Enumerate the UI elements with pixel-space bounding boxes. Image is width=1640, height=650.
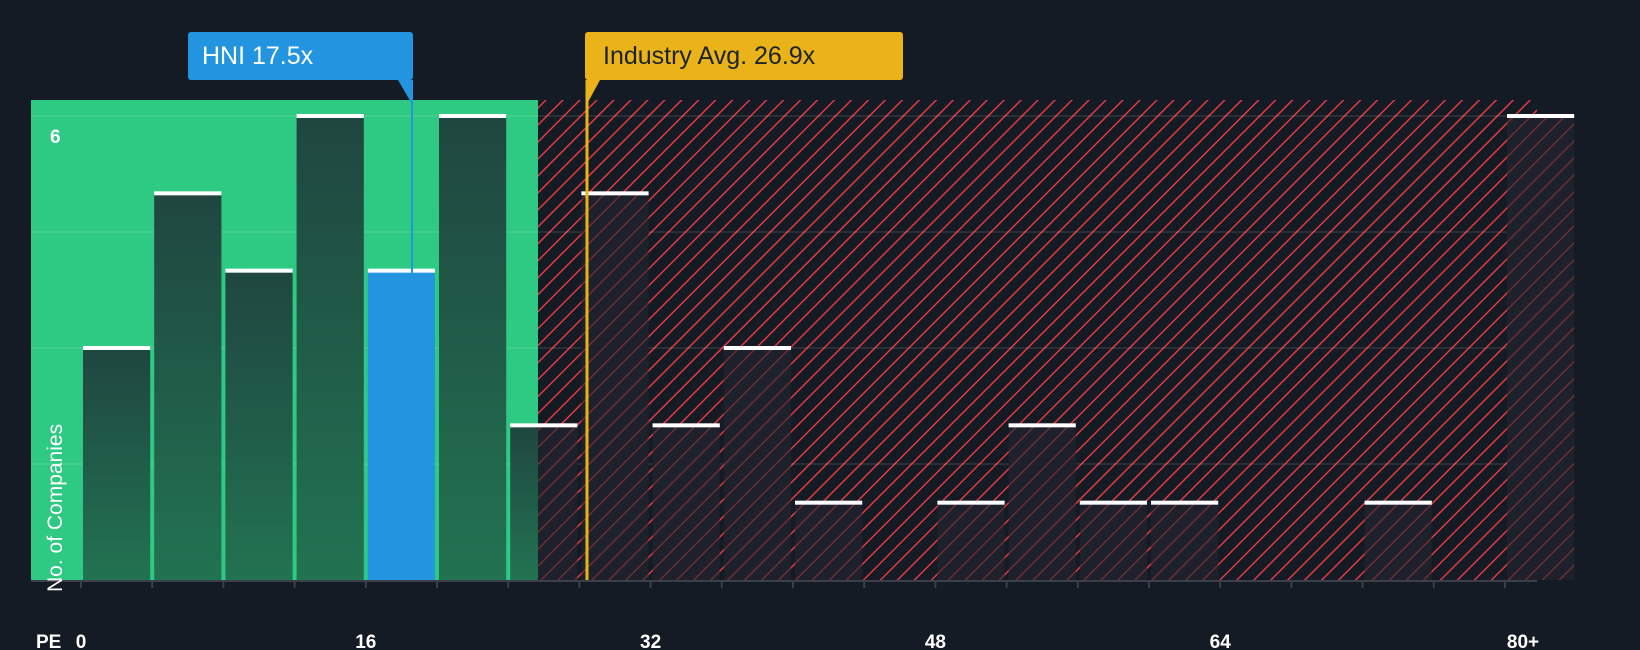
histogram-bar bbox=[1364, 500, 1432, 580]
histogram-bar bbox=[225, 268, 293, 580]
histogram-bar bbox=[723, 346, 791, 580]
x-tick-label: 48 bbox=[925, 632, 946, 650]
x-axis: 0 16 32 48 64 80+ PE bbox=[31, 580, 1539, 650]
histogram-bar bbox=[1079, 500, 1147, 580]
histogram-bar bbox=[510, 423, 578, 580]
x-tick-label: 64 bbox=[1210, 632, 1232, 650]
histogram-bar bbox=[154, 191, 222, 581]
histogram-bar bbox=[1151, 500, 1219, 580]
histogram-bar bbox=[83, 346, 151, 580]
histogram-bar bbox=[367, 268, 435, 580]
y-axis: 6 No. of Companies bbox=[44, 127, 67, 592]
histogram-bar bbox=[581, 191, 649, 581]
histogram-bar bbox=[937, 500, 1005, 580]
industry-average-callout: Industry Avg. 26.9x bbox=[585, 32, 903, 80]
y-tick-label: 6 bbox=[50, 127, 61, 148]
x-tick-label: 16 bbox=[355, 632, 376, 650]
histogram-bar bbox=[1507, 114, 1575, 580]
histogram-bars bbox=[83, 114, 1575, 581]
histogram-bar bbox=[652, 423, 720, 580]
histogram-bar bbox=[296, 114, 364, 580]
histogram-bar bbox=[1008, 423, 1076, 580]
company-pe-callout: HNI 17.5x bbox=[188, 32, 413, 80]
markers bbox=[398, 80, 600, 580]
y-axis-label: No. of Companies bbox=[44, 424, 67, 592]
x-tick-label: 32 bbox=[640, 632, 661, 650]
x-tick-label: 80+ bbox=[1507, 632, 1539, 650]
histogram-bar bbox=[795, 500, 863, 580]
histogram-bar bbox=[439, 114, 507, 580]
x-tick-label: 0 bbox=[76, 632, 87, 650]
x-axis-label: PE bbox=[36, 632, 61, 650]
